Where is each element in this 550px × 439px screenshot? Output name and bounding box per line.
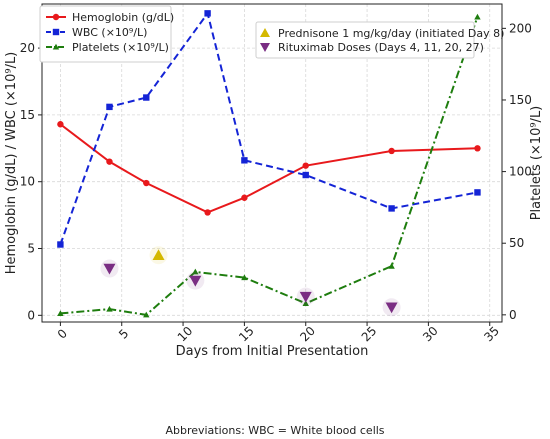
y-left-tick-label: 0 bbox=[27, 308, 35, 322]
footnote: Abbreviations: WBC = White blood cells bbox=[165, 424, 385, 437]
data-point bbox=[106, 158, 113, 165]
data-point bbox=[143, 94, 150, 101]
data-point bbox=[241, 274, 248, 281]
annotation-0 bbox=[149, 246, 168, 265]
legend-annotations: Prednisone 1 mg/kg/day (initiated Day 8)… bbox=[255, 21, 504, 59]
data-point bbox=[57, 310, 64, 316]
x-axis-label: Days from Initial Presentation bbox=[176, 344, 369, 359]
data-point bbox=[204, 209, 211, 216]
legend-label: Prednisone 1 mg/kg/day (initiated Day 8) bbox=[278, 27, 504, 40]
x-tick-label: 35 bbox=[481, 324, 502, 345]
data-point bbox=[388, 147, 395, 155]
data-point bbox=[143, 311, 150, 318]
y-left-tick-label: 5 bbox=[27, 242, 35, 256]
series-line bbox=[59, 11, 478, 245]
y-right-tick-label: 200 bbox=[509, 21, 532, 35]
series-1 bbox=[57, 10, 481, 248]
data-point bbox=[302, 171, 309, 179]
data-point bbox=[388, 262, 395, 269]
data-point bbox=[143, 179, 150, 187]
data-point bbox=[57, 241, 64, 248]
annotation-marker bbox=[103, 263, 116, 275]
annotation-marker bbox=[299, 291, 312, 303]
legend-marker bbox=[52, 43, 60, 50]
data-point bbox=[57, 121, 64, 128]
legend-label: Rituximab Doses (Days 4, 11, 20, 27) bbox=[278, 41, 484, 54]
data-point bbox=[302, 162, 309, 169]
y-left-tick-label: 15 bbox=[20, 108, 35, 122]
annotation-marker bbox=[152, 249, 165, 260]
legend-marker bbox=[52, 28, 60, 36]
series-line bbox=[60, 16, 479, 316]
y-left-tick-label: 20 bbox=[20, 41, 35, 55]
y-right-tick-label: 100 bbox=[509, 165, 532, 179]
x-tick-label: 10 bbox=[175, 324, 196, 345]
data-point bbox=[192, 268, 199, 275]
y-right-tick-label: 50 bbox=[509, 236, 524, 250]
annotation-marker bbox=[189, 275, 202, 287]
legend-label: Hemoglobin (g/dL) bbox=[72, 11, 174, 24]
data-point bbox=[106, 103, 113, 111]
x-tick-label: 30 bbox=[420, 324, 441, 345]
legend-box bbox=[39, 5, 172, 63]
x-tick-label: 25 bbox=[359, 324, 380, 345]
annotation-1 bbox=[100, 259, 401, 317]
series-line bbox=[59, 123, 478, 214]
x-tick-label: 15 bbox=[236, 324, 257, 345]
legend-label: WBC (×10⁹/L) bbox=[72, 26, 147, 39]
data-point bbox=[302, 300, 309, 306]
legend-marker bbox=[52, 13, 60, 21]
y-right-tick-label: 0 bbox=[509, 308, 517, 322]
series-0 bbox=[57, 121, 481, 216]
plot-frame bbox=[41, 3, 503, 323]
series-2 bbox=[57, 13, 481, 318]
data-point bbox=[474, 189, 481, 196]
data-point bbox=[474, 145, 481, 152]
data-point bbox=[474, 13, 481, 20]
y-right-tick-label: 150 bbox=[509, 93, 532, 107]
legend-series: Hemoglobin (g/dL) WBC (×10⁹/L) Platelets (… bbox=[39, 5, 174, 63]
legend-label: Platelets (×10⁹/L) bbox=[72, 41, 169, 54]
y-left-tick-label: 10 bbox=[20, 175, 35, 189]
data-point bbox=[388, 205, 395, 212]
data-point bbox=[241, 157, 248, 164]
data-point bbox=[106, 305, 113, 312]
legend-box bbox=[255, 21, 475, 59]
legend-marker bbox=[260, 28, 270, 37]
x-tick-label: 5 bbox=[116, 326, 131, 341]
data-point bbox=[241, 194, 248, 201]
data-point bbox=[204, 10, 211, 17]
annotation-marker bbox=[385, 302, 398, 314]
y-left-axis-label: Hemoglobin (g/dL) / WBC (×10⁹/L) bbox=[4, 52, 19, 275]
legend-marker bbox=[260, 43, 270, 52]
x-tick-label: 20 bbox=[297, 324, 318, 345]
x-tick-label: 0 bbox=[55, 326, 70, 341]
y-right-axis-label: Platelets (×10⁹/L) bbox=[529, 106, 544, 221]
